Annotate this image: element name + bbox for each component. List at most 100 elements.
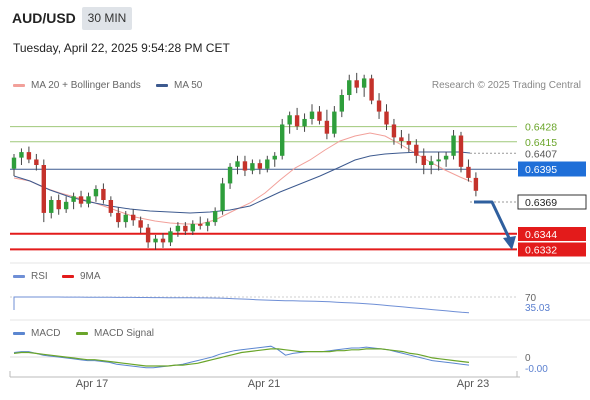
candle bbox=[138, 220, 143, 228]
ma50-line bbox=[13, 151, 471, 214]
ma20-swatch bbox=[13, 84, 25, 87]
macd-legend: MACD bbox=[13, 328, 60, 339]
candle bbox=[227, 166, 233, 184]
candle bbox=[190, 223, 195, 232]
candle bbox=[354, 80, 359, 88]
resistance-label-1: 0.6428 bbox=[525, 122, 557, 134]
candle bbox=[399, 137, 404, 142]
candle bbox=[391, 124, 397, 138]
down-right-arrow-icon bbox=[474, 200, 512, 241]
resistance-label-2: 0.6415 bbox=[525, 137, 557, 149]
candle bbox=[384, 111, 389, 125]
candle bbox=[123, 214, 128, 223]
candle bbox=[429, 161, 434, 165]
candle bbox=[205, 222, 210, 226]
candle bbox=[235, 161, 240, 167]
support-badge-1 bbox=[518, 227, 586, 241]
candle bbox=[78, 196, 84, 204]
support-badge-2 bbox=[518, 242, 586, 257]
candle bbox=[175, 225, 181, 232]
candle bbox=[272, 155, 277, 160]
candle bbox=[361, 78, 367, 88]
candle bbox=[294, 115, 300, 127]
candle bbox=[168, 231, 173, 243]
pivot-badge bbox=[517, 194, 587, 210]
candle bbox=[131, 214, 136, 221]
macd-zero-label: 0 bbox=[525, 353, 531, 364]
candle bbox=[317, 111, 322, 121]
credit-text: Research © 2025 Trading Central bbox=[431, 80, 581, 91]
ma50-legend: MA 50 bbox=[156, 80, 202, 91]
candle bbox=[11, 157, 17, 169]
candle bbox=[324, 120, 330, 134]
macd-value-label: -0.00 bbox=[525, 364, 548, 375]
ma20-legend-label: MA 20 + Bollinger Bands bbox=[31, 80, 141, 91]
rsi-legend-label: RSI bbox=[31, 271, 48, 282]
candle bbox=[347, 80, 352, 95]
symbol-title: AUD/USD bbox=[12, 10, 76, 26]
rsi-70-label: 70 bbox=[525, 293, 537, 304]
rsi-legend: RSI bbox=[13, 271, 48, 282]
ma20-legend: MA 20 + Bollinger Bands bbox=[13, 80, 141, 91]
macd-legend-label: MACD bbox=[31, 328, 61, 339]
rsi-ma-swatch bbox=[62, 275, 74, 278]
ma50-swatch bbox=[156, 84, 168, 87]
candle bbox=[93, 188, 99, 197]
candle bbox=[198, 223, 203, 226]
x-tick-label: Apr 23 bbox=[457, 378, 489, 390]
candle bbox=[421, 155, 426, 165]
candlestick-series bbox=[11, 72, 479, 250]
candle bbox=[183, 225, 188, 232]
macd-signal-legend-label: MACD Signal bbox=[94, 328, 155, 339]
candle bbox=[212, 211, 218, 223]
macd-signal-swatch bbox=[76, 332, 88, 335]
candle bbox=[19, 152, 24, 158]
current-price-badge bbox=[518, 161, 586, 177]
rsi-ma-legend: 9MA bbox=[62, 271, 101, 282]
candle bbox=[332, 111, 337, 134]
candle bbox=[414, 144, 419, 156]
candle bbox=[339, 95, 344, 112]
chart-header: AUD/USD 30 MIN Tuesday, April 22, 2025 9… bbox=[0, 0, 590, 70]
resistance-label-3: 0.6407 bbox=[525, 148, 557, 160]
candle bbox=[41, 165, 46, 213]
candle bbox=[257, 163, 263, 169]
candle bbox=[49, 200, 54, 213]
candle bbox=[376, 100, 382, 112]
support-label-2: 0.6332 bbox=[525, 244, 557, 256]
candle bbox=[63, 201, 69, 210]
candle bbox=[101, 188, 106, 200]
candle bbox=[458, 135, 464, 167]
timeframe-badge[interactable]: 30 MIN bbox=[82, 7, 132, 30]
macd-signal-line bbox=[13, 348, 470, 367]
candle bbox=[451, 135, 456, 156]
candle bbox=[473, 177, 479, 191]
candle bbox=[250, 163, 255, 171]
candle bbox=[34, 159, 39, 165]
macd-signal-legend: MACD Signal bbox=[76, 328, 154, 339]
candle bbox=[309, 111, 315, 119]
candle bbox=[369, 78, 374, 101]
rsi-swatch bbox=[13, 275, 25, 278]
arrow-head-icon bbox=[503, 236, 516, 250]
candle bbox=[153, 238, 158, 243]
candle bbox=[86, 196, 91, 204]
candle bbox=[220, 183, 225, 212]
candle bbox=[443, 155, 449, 160]
ma20-line bbox=[13, 132, 473, 225]
candle bbox=[116, 212, 121, 223]
candle bbox=[466, 166, 471, 178]
pivot-label: 0.6369 bbox=[525, 197, 557, 209]
candle bbox=[160, 238, 166, 243]
candle bbox=[436, 159, 441, 162]
candle bbox=[265, 159, 270, 169]
candle bbox=[108, 200, 114, 213]
x-tick-label: Apr 17 bbox=[76, 378, 108, 390]
current-price-label: 0.6395 bbox=[525, 164, 557, 176]
candle bbox=[56, 200, 61, 210]
x-tick-label: Apr 21 bbox=[248, 378, 280, 390]
macd-swatch bbox=[13, 332, 25, 335]
rsi-value-label: 35.03 bbox=[525, 303, 550, 314]
rsi-ma-legend-label: 9MA bbox=[80, 271, 101, 282]
